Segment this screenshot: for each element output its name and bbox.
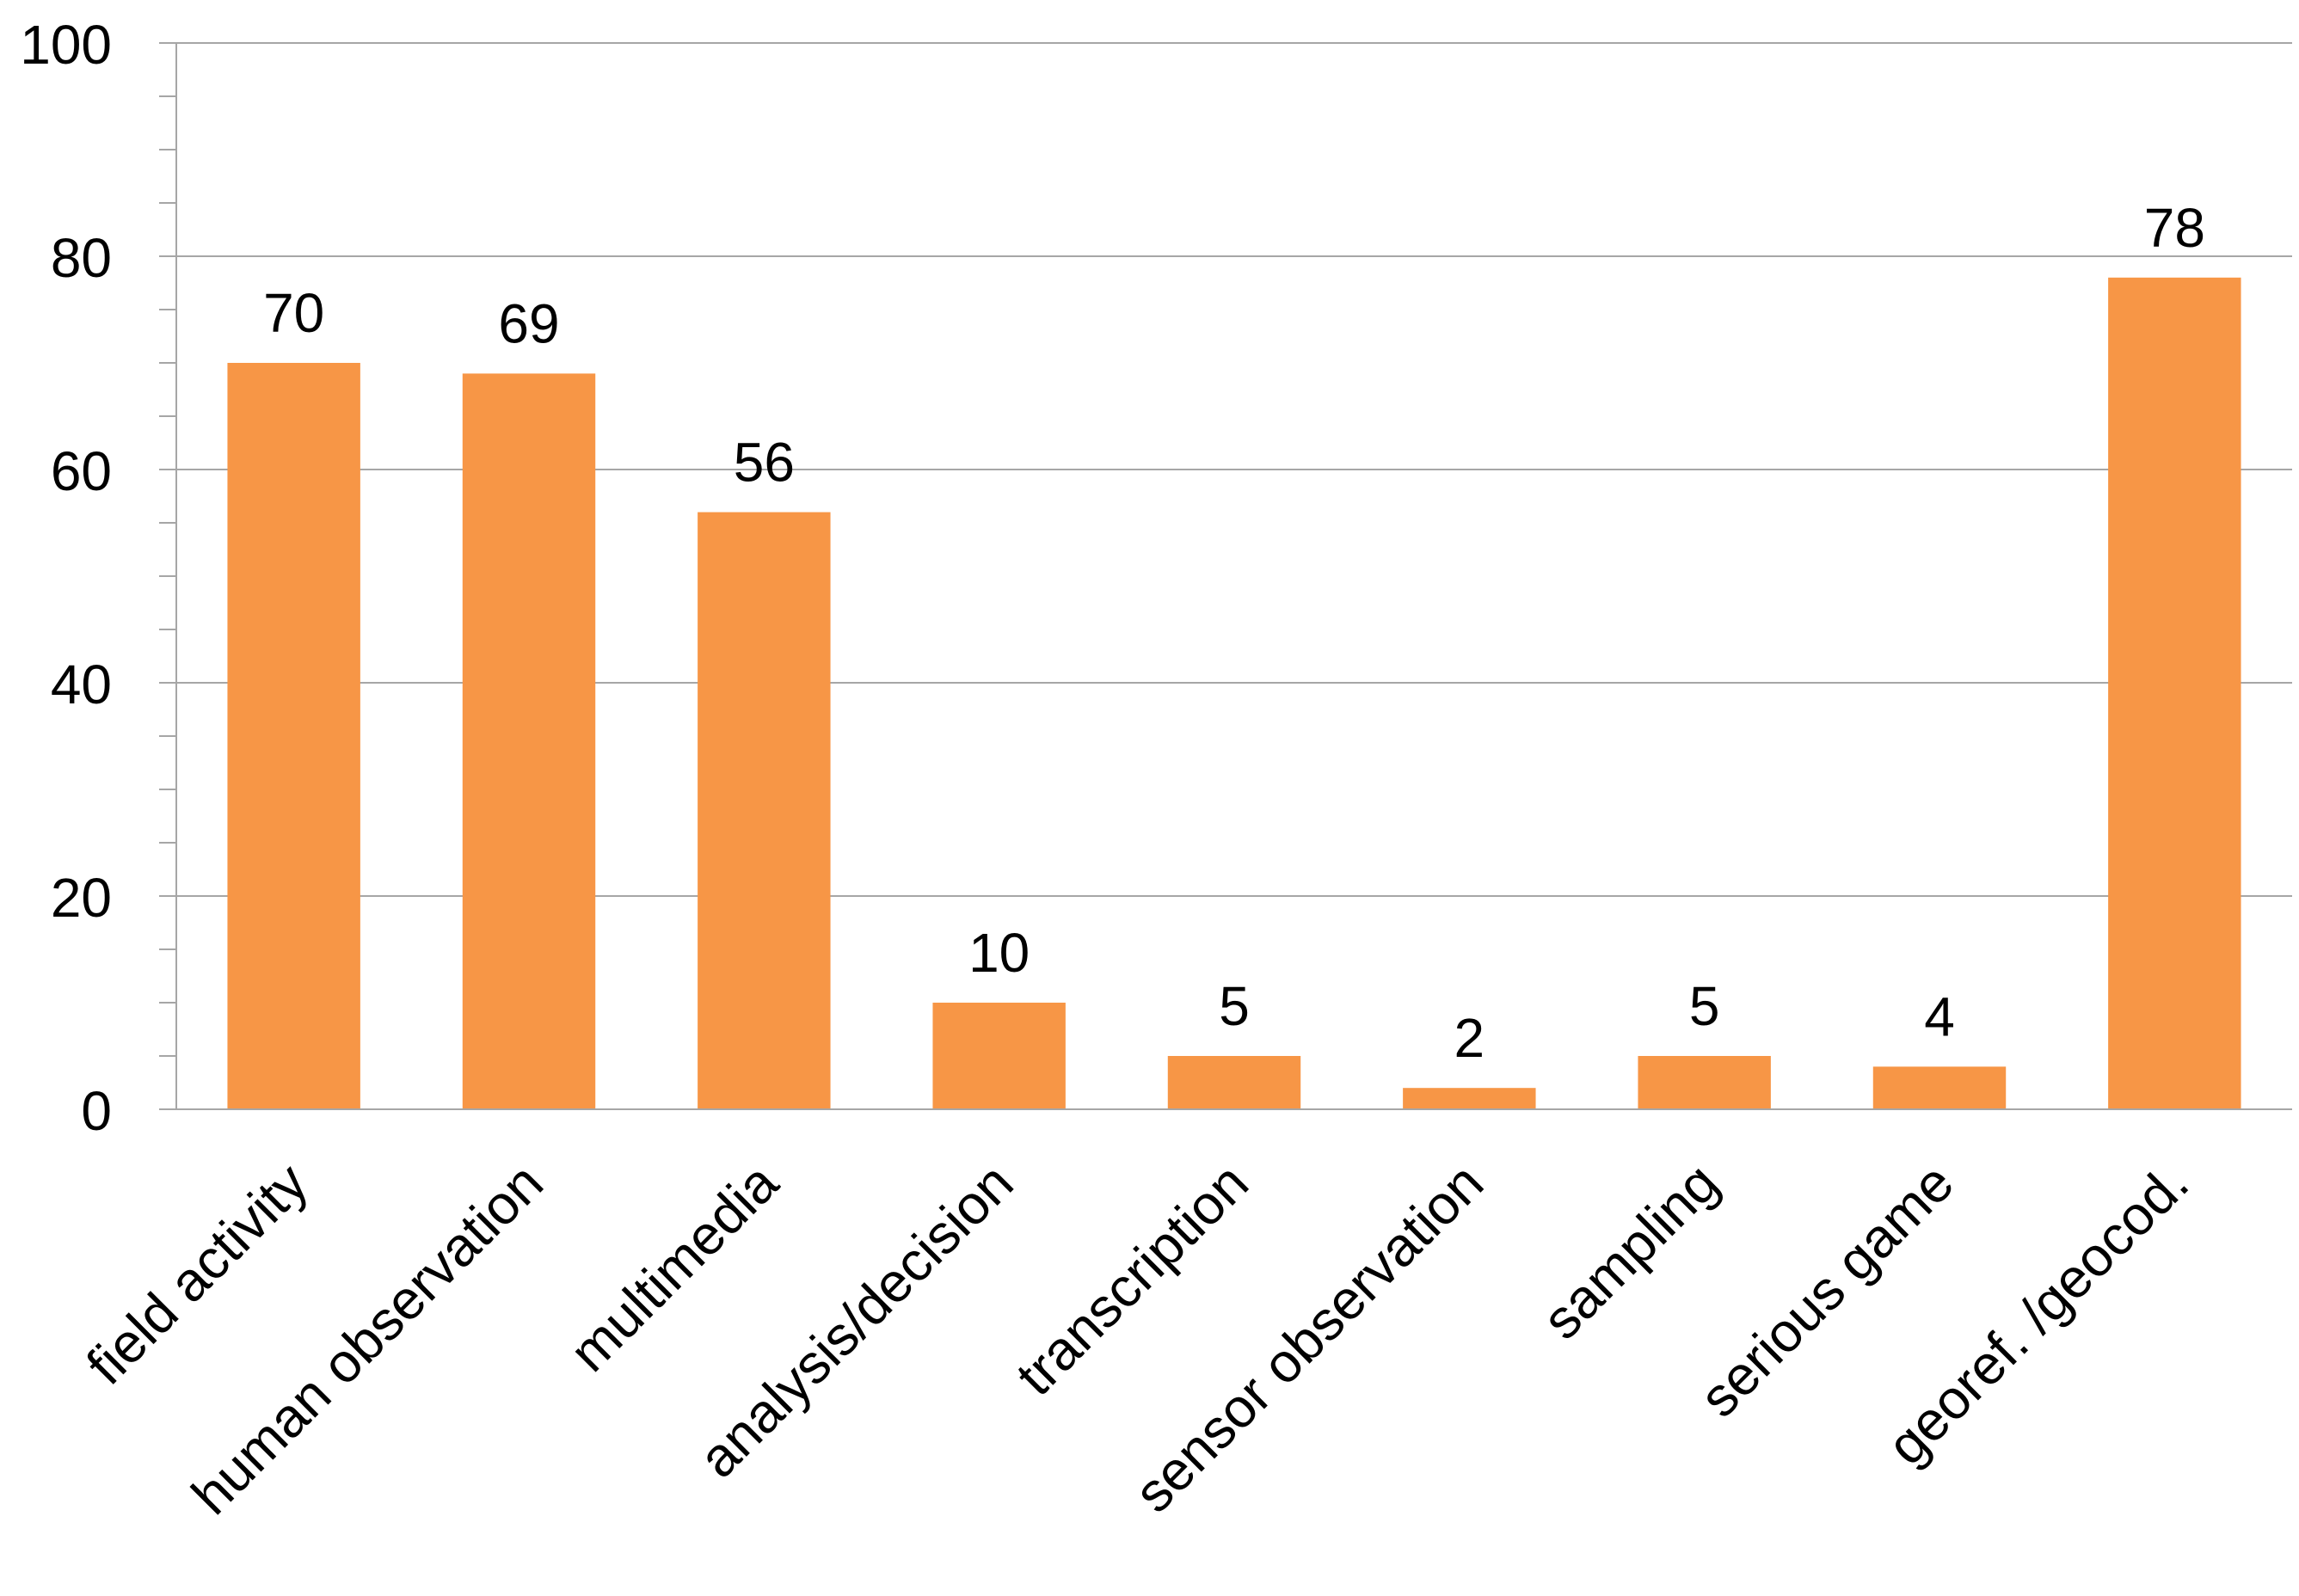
bar-4 [1167,1056,1301,1109]
bar-6 [1638,1056,1771,1109]
x-tick-label: transcription [1004,1151,1259,1407]
y-tick-label: 40 [51,654,112,715]
y-tick-labels: 0 20 40 60 80 100 [20,14,112,1142]
bar-1 [462,373,596,1109]
bars [227,277,2241,1109]
x-tick-label: sampling [1531,1151,1730,1351]
y-tick-label: 60 [51,440,112,502]
bar-7 [1872,1066,2007,1109]
data-labels: 70 69 56 10 5 2 5 4 78 [263,197,2205,1069]
data-label: 10 [968,922,1030,984]
data-label: 4 [1924,985,1955,1047]
data-label: 56 [734,432,795,494]
x-tick-label: field activity [75,1151,320,1396]
bar-8 [2108,277,2241,1109]
y-tick-label: 80 [51,227,112,289]
y-tick-label: 100 [20,14,112,76]
x-tick-label: multimedia [558,1151,790,1384]
bar-3 [932,1003,1066,1109]
bar-2 [698,512,831,1109]
data-label: 78 [2144,197,2205,259]
axes [159,42,2292,1110]
data-label: 5 [1689,975,1720,1037]
bar-5 [1403,1088,1536,1109]
bar-0 [227,363,360,1109]
y-tick-label: 20 [51,867,112,929]
y-minor-ticks [159,42,176,1110]
data-label: 5 [1219,975,1250,1037]
data-label: 69 [498,292,559,354]
data-label: 2 [1454,1007,1485,1069]
y-tick-label: 0 [81,1080,112,1142]
data-label: 70 [263,282,324,344]
